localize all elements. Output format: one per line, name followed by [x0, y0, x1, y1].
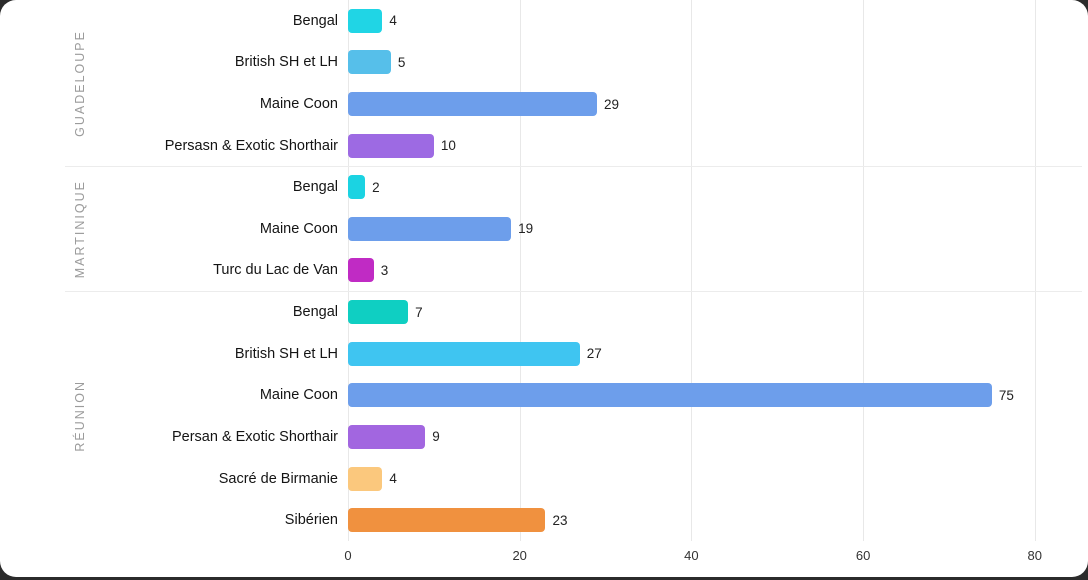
bar	[348, 175, 366, 200]
gridline	[1034, 0, 1036, 541]
gridline	[519, 0, 521, 541]
x-axis-tick-label: 20	[512, 548, 527, 563]
region-group: GUADELOUPE Bengal 4 British SH et LH 5 Maine …	[0, 0, 1082, 166]
category-label: Sacré de Birmanie	[218, 470, 338, 487]
bar-zone: 2	[348, 166, 1082, 208]
category-label: Maine Coon	[259, 387, 338, 404]
category-label: Persasn & Exotic Shorthair	[164, 137, 338, 154]
bar-value-label: 23	[552, 512, 568, 528]
bar-row: Bengal 4	[0, 0, 1082, 42]
category-label: Persan & Exotic Shorthair	[171, 428, 338, 445]
category-label: Turc du Lac de Van	[213, 262, 338, 279]
bar-row: Maine Coon 29	[0, 83, 1082, 125]
bar	[348, 50, 391, 75]
x-axis-tick-label: 80	[1027, 548, 1043, 563]
bar-value-label: 75	[998, 387, 1014, 403]
bar-value-label: 19	[518, 221, 534, 237]
gridline	[691, 0, 693, 541]
bar-row: British SH et LH 27	[0, 333, 1082, 375]
category-label: Maine Coon	[259, 96, 338, 113]
bar	[348, 424, 426, 449]
x-axis: 0 20 40 60 80	[344, 541, 1082, 577]
bar	[348, 466, 383, 491]
bar	[348, 258, 374, 283]
gridline	[863, 0, 865, 541]
bar-row: Sacré de Birmanie 4	[0, 458, 1082, 500]
bar-value-label: 9	[432, 429, 440, 445]
bar-zone: 29	[348, 83, 1082, 125]
bar-value-label: 2	[372, 179, 380, 195]
bar-row: British SH et LH 5	[0, 42, 1082, 84]
category-label: Sibérien	[284, 512, 338, 529]
bar	[348, 92, 597, 117]
bar-groups: GUADELOUPE Bengal 4 British SH et LH 5 Maine …	[0, 0, 1082, 541]
category-label: Bengal	[292, 304, 338, 321]
x-axis-tick-label: 60	[855, 548, 871, 563]
bar-zone: 10	[348, 125, 1082, 167]
region-group: MARTINIQUE Bengal 2 Maine Coon 19 Turc du Lac…	[0, 166, 1082, 291]
bar-value-label: 4	[389, 13, 397, 29]
bar-zone: 75	[348, 375, 1082, 417]
bar-zone: 9	[348, 416, 1082, 458]
bar-row: Persan & Exotic Shorthair 9	[0, 416, 1082, 458]
bar-zone: 3	[348, 250, 1082, 292]
x-axis-tick-label: 40	[684, 548, 699, 563]
bar-row: Bengal 7	[0, 291, 1082, 333]
bar	[348, 341, 580, 366]
bar-row: Turc du Lac de Van 3	[0, 250, 1082, 292]
bar-value-label: 10	[440, 138, 456, 154]
bar	[348, 8, 383, 33]
category-label: Bengal	[292, 179, 338, 196]
category-label: Maine Coon	[259, 220, 338, 237]
bar-row: Sibérien 23	[0, 499, 1082, 541]
category-label: British SH et LH	[234, 345, 338, 362]
bar	[348, 133, 434, 158]
bar-zone: 27	[348, 333, 1082, 375]
bar-zone: 7	[348, 291, 1082, 333]
bar-value-label: 29	[603, 96, 619, 112]
bar-value-label: 7	[415, 304, 423, 320]
category-label: Bengal	[292, 12, 338, 29]
bar	[348, 383, 992, 408]
x-axis-tick-label: 0	[344, 548, 352, 563]
bar-row: Maine Coon 19	[0, 208, 1082, 250]
bar-row: Bengal 2	[0, 166, 1082, 208]
bar	[348, 300, 409, 325]
bar-value-label: 27	[586, 346, 602, 362]
bar-zone: 19	[348, 208, 1082, 250]
bar	[348, 508, 546, 533]
bar-row: Persasn & Exotic Shorthair 10	[0, 125, 1082, 167]
bar-zone: 4	[348, 0, 1082, 42]
bar-zone: 4	[348, 458, 1082, 500]
bar-value-label: 4	[389, 471, 397, 487]
category-label: British SH et LH	[234, 54, 338, 71]
region-group: RÉUNION Bengal 7 British SH et LH 27 Maine Co…	[0, 291, 1082, 541]
bar-zone: 5	[348, 42, 1082, 84]
bar	[348, 216, 512, 241]
bar-value-label: 5	[397, 54, 406, 70]
bar-zone: 23	[348, 499, 1082, 541]
bar-value-label: 3	[380, 262, 389, 278]
bar-row: Maine Coon 75	[0, 375, 1082, 417]
